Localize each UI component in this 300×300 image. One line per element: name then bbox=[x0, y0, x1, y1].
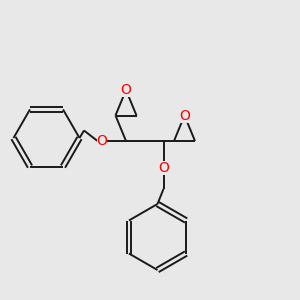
Text: O: O bbox=[97, 134, 107, 148]
Text: O: O bbox=[121, 83, 131, 97]
Text: O: O bbox=[158, 161, 169, 175]
Text: O: O bbox=[179, 109, 190, 122]
